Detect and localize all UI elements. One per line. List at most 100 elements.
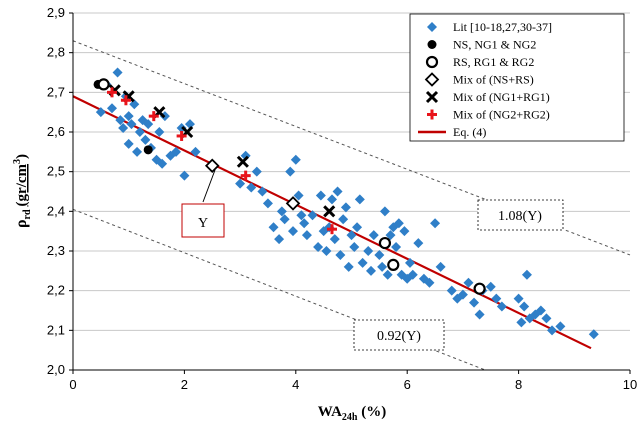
point-diamond	[535, 305, 546, 316]
point-diamond	[332, 186, 343, 197]
gridlines	[73, 12, 630, 331]
point-diamond	[457, 289, 468, 300]
point-diamond	[430, 218, 441, 229]
point-diamond	[338, 214, 349, 225]
y-axis-title: ρrd(gr/cm3)	[12, 154, 33, 228]
point-diamond	[519, 301, 530, 312]
point-diamond	[377, 261, 388, 272]
point-diamond	[154, 127, 165, 137]
point-diamond	[435, 261, 446, 272]
point-diamond	[541, 313, 552, 324]
point-diamond	[463, 277, 474, 288]
point-diamond	[118, 123, 129, 134]
point-diamond	[279, 214, 290, 225]
point-diamond	[301, 230, 312, 241]
legend-label: Lit [10-18,27,30-37]	[453, 20, 552, 34]
point-diamond	[143, 119, 154, 130]
point-diamond	[516, 317, 527, 328]
x-tick-label: 10	[623, 377, 637, 392]
point-open-circle	[387, 258, 400, 271]
annotation-lower-box	[353, 319, 445, 351]
point-diamond	[354, 194, 365, 205]
legend: Lit [10-18,27,30-37] NS, NG1 & NG2 RS, RG1…	[409, 13, 625, 142]
annotation-lower: 0.92(Y)	[353, 319, 445, 351]
point-diamond	[491, 293, 502, 304]
legend-label: RS, RG1 & RG2	[453, 55, 534, 69]
legend-marker-filled-circle	[427, 40, 437, 49]
point-diamond	[157, 158, 168, 169]
annotation-lower-text: 0.92(Y)	[377, 329, 421, 344]
point-diamond	[290, 154, 301, 165]
y-tick-label: 2,6	[47, 124, 65, 139]
legend-marker-x	[425, 90, 439, 104]
y-tick-label: 2,5	[47, 164, 65, 179]
y-tick-label: 2,4	[47, 203, 65, 218]
point-diamond	[299, 218, 310, 229]
point-diamond	[413, 238, 424, 249]
point-diamond	[555, 321, 566, 332]
point-open-circle	[473, 282, 486, 295]
y-tick-label: 2,1	[47, 322, 65, 337]
annotation-upper-box	[477, 199, 564, 231]
point-diamond	[374, 249, 385, 260]
point-open-circle	[97, 78, 110, 91]
annotation-upper: 1.08(Y)	[477, 199, 564, 231]
point-diamond	[296, 210, 307, 221]
legend-label: Mix of (NG2+RG2)	[453, 108, 550, 122]
point-diamond	[385, 230, 396, 241]
y-tick-label: 2,9	[47, 5, 65, 20]
point-diamond	[363, 246, 374, 256]
point-diamond	[352, 222, 363, 233]
axes	[72, 13, 630, 371]
point-diamond	[393, 218, 404, 229]
point-plus	[176, 130, 187, 141]
legend-box	[409, 13, 625, 142]
point-diamond	[251, 166, 262, 177]
legend-marker-plus	[427, 109, 437, 120]
x-tick-label: 8	[515, 377, 522, 392]
annotation-y-text: Y	[198, 216, 208, 231]
point-diamond	[496, 301, 507, 312]
point-diamond	[404, 257, 415, 268]
legend-label: Eq. (4)	[453, 125, 486, 139]
point-diamond	[129, 99, 140, 110]
data-points	[93, 67, 599, 340]
point-diamond	[368, 230, 379, 241]
point-diamond	[288, 226, 299, 237]
point-diamond	[357, 257, 368, 268]
point-diamond	[379, 206, 390, 217]
point-diamond	[95, 107, 106, 118]
x-axis-title: WA24h (%)	[318, 404, 386, 423]
point-plus	[240, 170, 251, 181]
point-diamond	[274, 234, 285, 245]
point-x	[323, 205, 336, 218]
point-diamond	[134, 127, 145, 137]
y-tick-labels: 2,0 2,1 2,2 2,3 2,4 2,5 2,6 2,7 2,8 2,9	[47, 5, 73, 377]
point-diamond	[123, 138, 134, 149]
point-open-diamond	[204, 158, 220, 173]
point-diamond	[132, 146, 143, 157]
legend-label: Mix of (NS+RS)	[453, 73, 534, 87]
point-diamond	[469, 297, 480, 308]
point-diamond	[547, 325, 558, 336]
y-tick-label: 2,2	[47, 283, 65, 298]
point-diamond	[106, 103, 117, 114]
point-diamond	[321, 246, 332, 256]
point-diamond	[513, 293, 524, 304]
point-x	[236, 155, 249, 168]
point-diamond	[424, 277, 435, 288]
point-diamond	[235, 178, 246, 189]
point-diamond	[365, 265, 376, 276]
point-diamond	[474, 309, 485, 320]
point-diamond	[112, 67, 123, 78]
y-tick-label: 2,3	[47, 243, 65, 258]
point-diamond	[407, 269, 418, 280]
point-diamond	[335, 249, 346, 260]
point-diamond	[346, 230, 357, 241]
point-diamond	[315, 190, 326, 201]
point-plus	[148, 111, 159, 122]
point-diamond	[588, 329, 599, 340]
point-diamond	[343, 261, 354, 272]
point-diamond	[123, 111, 134, 122]
